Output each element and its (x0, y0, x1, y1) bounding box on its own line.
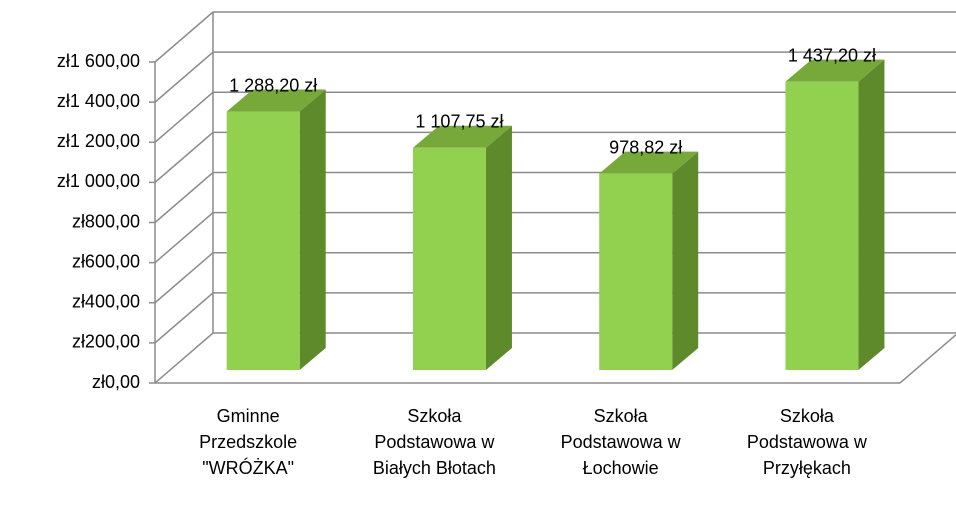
bar-top (226, 89, 326, 112)
grid-line (154, 91, 956, 143)
grid-line (154, 332, 956, 384)
y-tick-label: zł1 000,00 (57, 171, 140, 191)
grid-line (154, 252, 956, 304)
y-tick-label: zł1 200,00 (57, 131, 140, 151)
data-label: 1 437,20 zł (788, 45, 876, 65)
bar (785, 81, 859, 371)
grid-line (154, 51, 956, 103)
grid-line (154, 131, 956, 183)
bar-side (672, 151, 699, 370)
data-label: 1 288,20 zł (229, 75, 317, 95)
grid-line (154, 11, 956, 63)
bar (412, 147, 486, 370)
bar-side (485, 125, 512, 370)
bar-side (299, 89, 326, 371)
bar-top (785, 59, 885, 82)
bar-top (599, 151, 699, 174)
x-tick-label: Szkoła Podstawowa w Białych Błotach (372, 406, 496, 478)
bar-side (858, 59, 885, 371)
y-tick-label: zł1 400,00 (57, 91, 140, 111)
data-label: 978,82 zł (609, 137, 682, 157)
x-tick-label: Szkoła Podstawowa w Przyłękach (746, 406, 867, 478)
grid-line (154, 211, 956, 264)
wall-edge (899, 333, 956, 384)
bar (599, 173, 673, 370)
y-tick-label: zł200,00 (72, 332, 140, 352)
grid-line (154, 292, 956, 344)
x-tick-label: Gminne Przedszkole "WRÓŻKA" (199, 406, 298, 478)
y-tick-label: zł800,00 (72, 211, 140, 231)
y-tick-label: zł600,00 (72, 251, 140, 271)
y-tick-label: zł400,00 (72, 292, 140, 312)
grid-line (154, 171, 956, 224)
data-label: 1 107,75 zł (415, 112, 503, 132)
bar-top (412, 125, 512, 148)
y-tick-label: zł1 600,00 (57, 51, 140, 71)
x-tick-label: Szkoła Podstawowa w Łochowie (560, 406, 681, 478)
bar (226, 111, 300, 371)
y-tick-label: zł0,00 (92, 372, 140, 392)
